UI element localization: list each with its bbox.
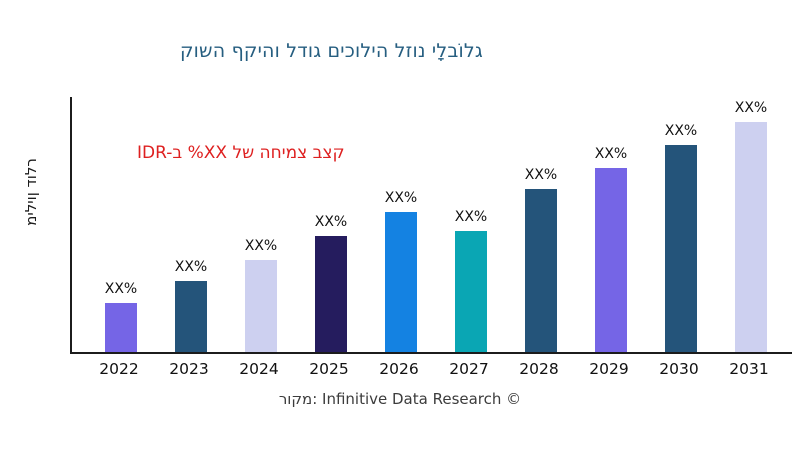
x-tick-label-2028: 2028: [519, 360, 559, 378]
bar-value-label-2029: XX%: [594, 146, 628, 162]
chart-title: קושה ףקיהו לדוג םיכוליה לזונ ילָבוֹלג: [180, 40, 483, 62]
x-tick-label-2029: 2029: [589, 360, 629, 378]
bar-value-label-2030: XX%: [664, 123, 698, 139]
x-tick-label-2031: 2031: [729, 360, 769, 378]
bar-value-label-2026: XX%: [384, 190, 418, 206]
bar-value-label-2027: XX%: [454, 209, 488, 225]
bar-2025: [315, 236, 347, 352]
bar-value-label-2031: XX%: [734, 100, 768, 116]
x-tick-label-2025: 2025: [309, 360, 349, 378]
bar-value-label-2023: XX%: [174, 259, 208, 275]
bar-2029: [595, 168, 627, 352]
bar-2027: [455, 231, 487, 352]
bar-value-label-2028: XX%: [524, 167, 558, 183]
growth-rate-annotation: IDR-ב %XX לש החימצ בצק: [137, 143, 345, 163]
x-tick-label-2027: 2027: [449, 360, 489, 378]
x-tick-label-2030: 2030: [659, 360, 699, 378]
bar-2022: [105, 303, 137, 352]
bar-2028: [525, 189, 557, 352]
bar-2030: [665, 145, 697, 352]
bar-2031: [735, 122, 767, 352]
y-axis-label: מיליון דולר: [22, 158, 40, 226]
bar-value-label-2025: XX%: [314, 214, 348, 230]
x-tick-label-2022: 2022: [99, 360, 139, 378]
bar-2023: [175, 281, 207, 352]
x-tick-label-2026: 2026: [379, 360, 419, 378]
bar-2024: [245, 260, 277, 352]
plot-area: XX% XX% XX% XX% XX% XX% XX% XX% XX% XX%: [70, 97, 792, 354]
x-tick-label-2023: 2023: [169, 360, 209, 378]
bar-value-label-2022: XX%: [104, 281, 138, 297]
bar-value-label-2024: XX%: [244, 238, 278, 254]
source-attribution: רוקמ: Infinitive Data Research ©: [278, 390, 522, 408]
bar-2026: [385, 212, 417, 352]
x-tick-label-2024: 2024: [239, 360, 279, 378]
